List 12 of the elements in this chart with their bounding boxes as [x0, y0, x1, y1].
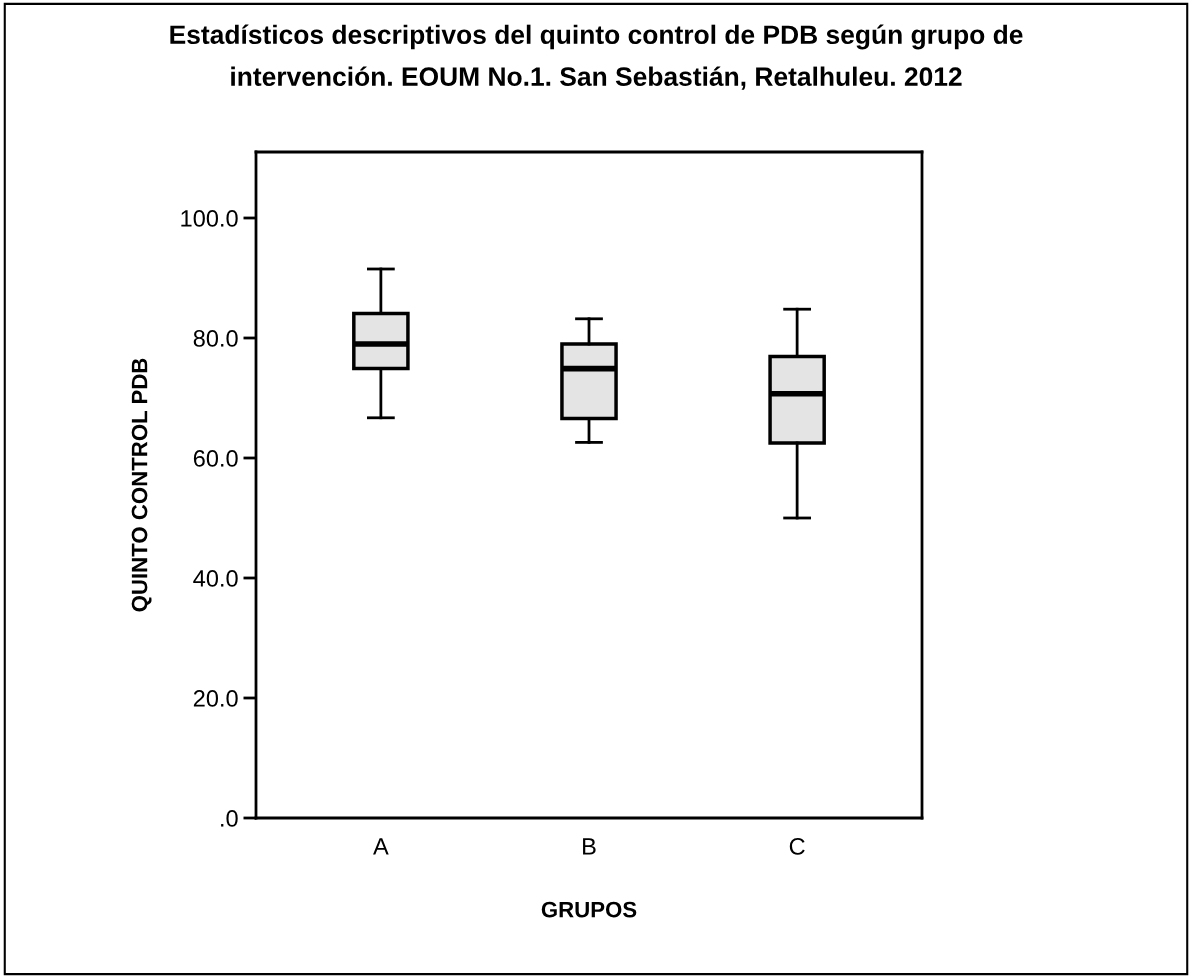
x-tick-label: C	[789, 838, 805, 855]
y-tick-label: 60.0	[193, 450, 238, 467]
y-axis-title: QUINTO CONTROL PDB	[131, 358, 152, 612]
y-tick-label: 40.0	[193, 570, 238, 587]
chart-title: Estadísticos descriptivos del quinto control de PDB según grupo de intervención. EOUM No.1. San Sebastián, Retalhuleu. 2012	[170, 24, 1023, 90]
y-tick-label: 80.0	[193, 330, 238, 347]
x-axis-title: GRUPOS	[541, 901, 637, 918]
x-tick-label: B	[583, 838, 596, 855]
x-tick-label: A	[373, 838, 389, 855]
y-tick-label: .0	[221, 810, 238, 827]
y-tick-label: 100.0	[181, 210, 238, 227]
y-tick-label: 20.0	[193, 690, 238, 707]
